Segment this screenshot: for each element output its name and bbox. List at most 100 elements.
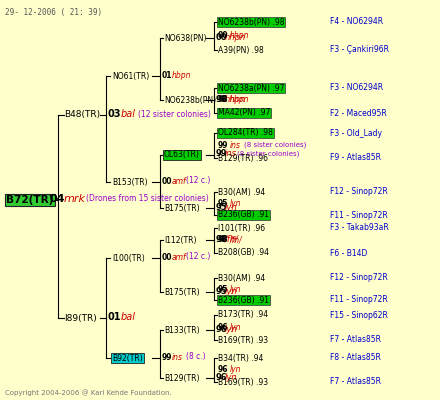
Text: I100(TR): I100(TR) [112,254,145,262]
Text: NO6238b(PN) .98: NO6238b(PN) .98 [218,18,285,26]
Text: B153(TR): B153(TR) [112,178,148,186]
Text: lyn: lyn [225,372,238,382]
Text: Copyright 2004-2006 @ Karl Kehde Foundation.: Copyright 2004-2006 @ Karl Kehde Foundat… [5,389,172,396]
Text: 04: 04 [50,194,66,204]
Text: B236(GB) .91: B236(GB) .91 [218,210,269,220]
Text: 98: 98 [218,96,229,104]
Text: B169(TR) .93: B169(TR) .93 [218,336,268,344]
Text: F9 - Atlas85R: F9 - Atlas85R [330,154,381,162]
Text: 03: 03 [108,109,121,119]
Text: F8 - Atlas85R: F8 - Atlas85R [330,354,381,362]
Text: F3 - Old_Lady: F3 - Old_Lady [330,128,382,138]
Text: B173(TR) .94: B173(TR) .94 [218,310,268,320]
Text: 01: 01 [108,312,121,322]
Text: NO6238b(PN): NO6238b(PN) [164,96,216,104]
Text: 95: 95 [218,198,228,208]
Text: NO6238a(PN) .97: NO6238a(PN) .97 [218,84,285,92]
Text: lyn: lyn [225,286,238,296]
Text: (12 c.): (12 c.) [186,176,210,186]
Text: 98: 98 [216,234,227,244]
Text: F11 - Sinop72R: F11 - Sinop72R [330,210,388,220]
Text: hhpn: hhpn [230,32,249,40]
Text: (12 sister colonies): (12 sister colonies) [138,110,211,118]
Text: B236(GB) .91: B236(GB) .91 [218,296,269,304]
Text: 96: 96 [218,322,228,332]
Text: (Drones from 15 sister colonies): (Drones from 15 sister colonies) [86,194,209,204]
Text: F12 - Sinop72R: F12 - Sinop72R [330,274,388,282]
Text: OL63(TR): OL63(TR) [164,150,200,160]
Text: B72(TR): B72(TR) [6,195,53,205]
Text: 29- 12-2006 ( 21: 39): 29- 12-2006 ( 21: 39) [5,8,102,17]
Text: B30(AM) .94: B30(AM) .94 [218,188,265,196]
Text: 95: 95 [218,284,228,294]
Text: 98: 98 [218,236,229,244]
Text: 00: 00 [162,176,172,186]
Text: I112(TR): I112(TR) [164,236,197,244]
Text: B175(TR): B175(TR) [164,288,200,296]
Text: B34(TR) .94: B34(TR) .94 [218,354,264,362]
Text: /fh/: /fh/ [225,234,239,244]
Text: 99: 99 [218,140,228,150]
Text: 96: 96 [216,372,227,382]
Text: I101(TR) .96: I101(TR) .96 [218,224,265,232]
Text: F12 - Sinop72R: F12 - Sinop72R [330,188,388,196]
Text: F11 - Sinop72R: F11 - Sinop72R [330,296,388,304]
Text: lyn: lyn [230,366,242,374]
Text: 95: 95 [216,286,227,296]
Text: B92(TR): B92(TR) [112,354,143,362]
Text: bal: bal [121,109,136,119]
Text: F15 - Sinop62R: F15 - Sinop62R [330,310,388,320]
Text: F3 - Takab93aR: F3 - Takab93aR [330,224,389,232]
Text: OL284(TR) .98: OL284(TR) .98 [218,128,273,138]
Text: hhpn: hhpn [230,96,249,104]
Text: (8 sister colonies): (8 sister colonies) [237,151,299,157]
Text: lyn: lyn [230,284,242,294]
Text: F7 - Atlas85R: F7 - Atlas85R [330,378,381,386]
Text: lyn: lyn [230,198,242,208]
Text: B129(TR): B129(TR) [164,374,199,382]
Text: I89(TR): I89(TR) [64,314,97,322]
Text: NO638(PN): NO638(PN) [164,34,206,42]
Text: MA42(PN) .97: MA42(PN) .97 [218,108,270,118]
Text: (8 c.): (8 c.) [186,352,205,362]
Text: 96: 96 [218,366,228,374]
Text: F2 - Maced95R: F2 - Maced95R [330,108,387,118]
Text: B175(TR): B175(TR) [164,204,200,212]
Text: NO61(TR): NO61(TR) [112,72,149,80]
Text: B208(GB) .94: B208(GB) .94 [218,248,269,258]
Text: 99: 99 [162,352,172,362]
Text: F6 - B14D: F6 - B14D [330,248,367,258]
Text: F3 - NO6294R: F3 - NO6294R [330,84,383,92]
Text: F7 - Atlas85R: F7 - Atlas85R [330,336,381,344]
Text: 99: 99 [216,150,227,158]
Text: ins: ins [172,352,183,362]
Text: bal: bal [121,312,136,322]
Text: (12 c.): (12 c.) [186,252,210,262]
Text: B30(AM) .94: B30(AM) .94 [218,274,265,282]
Text: hbpn: hbpn [172,70,191,80]
Text: lyn: lyn [225,324,238,334]
Text: 95: 95 [216,202,227,212]
Text: ins: ins [225,150,237,158]
Text: hhpn: hhpn [225,94,246,104]
Text: F3 - Çankiri96R: F3 - Çankiri96R [330,46,389,54]
Text: /fh/: /fh/ [230,236,243,244]
Text: (8 sister colonies): (8 sister colonies) [244,142,306,148]
Text: hhpn: hhpn [225,32,246,42]
Text: B48(TR): B48(TR) [64,110,100,120]
Text: 00: 00 [216,32,227,42]
Text: B169(TR) .93: B169(TR) .93 [218,378,268,386]
Text: 01: 01 [162,70,172,80]
Text: B129(TR) .96: B129(TR) .96 [218,154,268,162]
Text: 98: 98 [216,94,227,104]
Text: F4 - NO6294R: F4 - NO6294R [330,18,383,26]
Text: lyn: lyn [230,322,242,332]
Text: amf: amf [172,252,187,262]
Text: lyn: lyn [225,202,238,212]
Text: 96: 96 [216,324,227,334]
Text: 00: 00 [162,252,172,262]
Text: amf: amf [172,176,187,186]
Text: 00: 00 [218,32,228,40]
Text: A39(PN) .98: A39(PN) .98 [218,46,264,54]
Text: B133(TR): B133(TR) [164,326,200,334]
